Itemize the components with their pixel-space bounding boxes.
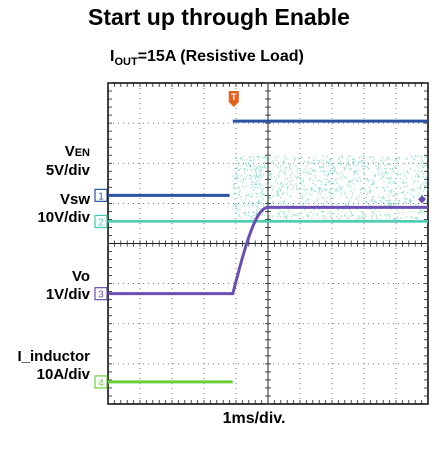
trace-vo-edge-marker — [418, 195, 426, 204]
svg-text:3: 3 — [98, 290, 104, 301]
time-scale-label: 1ms/div. — [222, 410, 286, 427]
svg-text:4: 4 — [98, 378, 104, 389]
ch4-label: I_inductor 10A/div — [17, 348, 90, 383]
chart-subtitle: IOUT=15A (Resistive Load) — [110, 48, 304, 69]
trace-vo — [108, 205, 428, 296]
ch1-label: VEN 5V/div — [45, 143, 90, 179]
ch2-label: Vsw 10V/div — [37, 191, 90, 226]
ch3-label: Vo 1V/div — [45, 268, 90, 303]
trigger-marker: T — [228, 91, 239, 107]
chart-title: Start up through Enable — [88, 4, 350, 30]
ch4-marker: 4 — [94, 375, 108, 389]
trace-vsw-switching — [232, 155, 429, 221]
svg-text:T: T — [231, 92, 237, 102]
ch2-marker: 2 — [94, 214, 108, 228]
svg-text:2: 2 — [98, 217, 104, 228]
ch3-marker: 3 — [94, 287, 108, 301]
svg-text:1: 1 — [98, 191, 104, 202]
ch1-marker: 1 — [94, 188, 108, 202]
